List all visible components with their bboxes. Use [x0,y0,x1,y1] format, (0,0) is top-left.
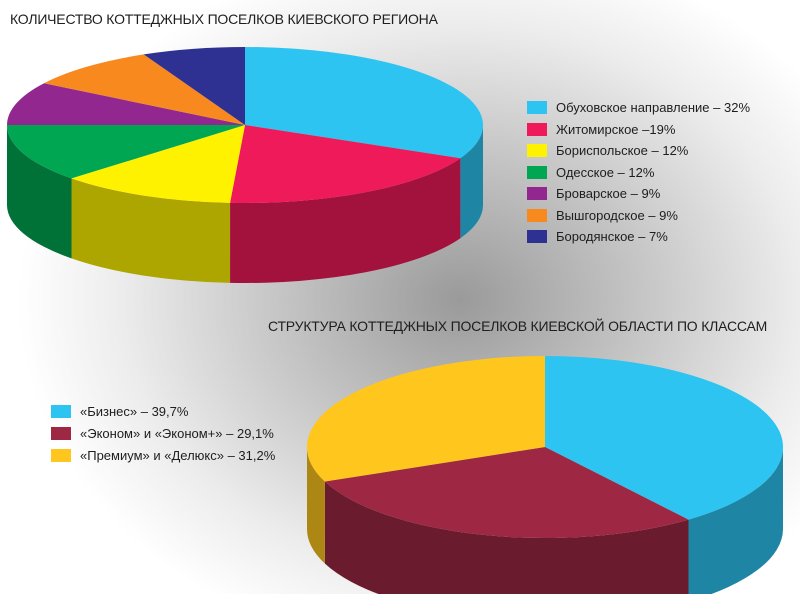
legend-label: «Эконом» и «Эконом+» – 29,1% [80,425,274,441]
legend-label: Одесское – 12% [556,164,655,180]
legend-swatch [51,448,71,462]
legend-label: «Премиум» и «Делюкс» – 31,2% [80,447,276,463]
class-pie-slice [545,356,784,520]
class-pie-side [307,447,325,564]
region-pie-slice [230,125,461,204]
class-pie-slice [324,447,689,538]
legend-item: «Бизнес» – 39,7% [51,400,275,422]
region-pie-side [460,125,483,239]
chart-title-classes: СТРУКТУРА КОТТЕДЖНЫХ ПОСЕЛКОВ КИЕВСКОЙ О… [268,318,768,334]
region-pie-slice [44,54,245,125]
legend-item: «Премиум» и «Делюкс» – 31,2% [51,444,275,466]
legend-swatch [527,208,547,222]
legend-label: «Бизнес» – 39,7% [80,403,189,419]
legend-label: Обуховское направление – 32% [556,100,750,116]
legend-swatch [527,230,547,244]
legend-swatch [527,122,547,136]
class-pie-side [688,447,783,594]
region-pie-slice [143,47,245,125]
region-pie-slice [245,47,484,159]
legend-item: Житомирское –19% [527,119,750,141]
chart-title-regions: КОЛИЧЕСТВО КОТТЕДЖНЫХ ПОСЕЛКОВ КИЕВСКОГО… [10,11,438,27]
legend-item: «Эконом» и «Эконом+» – 29,1% [51,422,275,444]
region-pie-slice [7,125,245,179]
legend-label: Вышгородское – 9% [556,207,678,223]
region-pie-slice [7,83,245,125]
legend-label: Бородянское – 7% [556,229,668,245]
legend-item: Вышгородское – 9% [527,205,750,227]
class-pie-slice [306,355,545,482]
legend-swatch [527,144,547,158]
region-pie-side [71,178,231,283]
legend-regions: Обуховское направление – 32% Житомирское… [527,97,750,248]
legend-item: Бориспольское – 12% [527,140,750,162]
legend-swatch [527,187,547,201]
legend-classes: «Бизнес» – 39,7% «Эконом» и «Эконом+» – … [51,400,275,466]
class-pie-side [324,481,689,594]
region-pie-slice [71,125,246,203]
legend-swatch [51,404,71,418]
legend-swatch [527,165,547,179]
legend-label: Бориспольское – 12% [556,143,689,159]
legend-item: Обуховское направление – 32% [527,97,750,119]
legend-swatch [527,101,547,115]
legend-swatch [51,426,71,440]
region-pie-side [7,125,72,259]
legend-label: Броварское – 9% [556,186,661,202]
region-pie-side [230,158,461,284]
legend-item: Броварское – 9% [527,183,750,205]
legend-item: Бородянское – 7% [527,226,750,248]
legend-item: Одесское – 12% [527,162,750,184]
legend-label: Житомирское –19% [556,121,676,137]
